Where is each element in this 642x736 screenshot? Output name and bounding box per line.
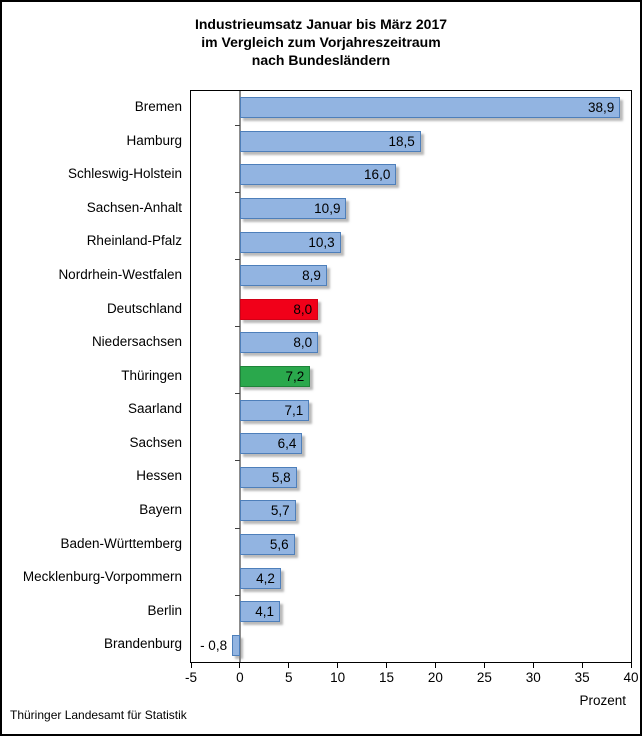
bar-schleswig-holstein [239, 164, 397, 186]
x-axis-tick [190, 663, 192, 668]
bar-value-label-hessen: 5,8 [271, 469, 291, 485]
chart-title-line-3: nach Bundesländern [251, 52, 391, 68]
category-axis-tick [234, 393, 240, 395]
x-axis-tick [532, 663, 534, 668]
category-label-niedersachsen: Niedersachsen [91, 334, 182, 350]
bar-value-label-sachsen-anhalt: 10,9 [314, 201, 341, 217]
category-axis-tick [234, 527, 240, 529]
bar-baden-wuerttemberg [239, 533, 295, 555]
category-label-bayern: Bayern [139, 502, 182, 518]
category-label-mecklenburg-vorpommern: Mecklenburg-Vorpommern [22, 569, 182, 585]
bar-value-label-deutschland: 8,0 [293, 301, 313, 317]
category-label-sachsen-anhalt: Sachsen-Anhalt [86, 199, 182, 215]
category-axis-tick [234, 326, 240, 328]
bar-mecklenburg-vorpommern [239, 567, 281, 589]
x-axis-tick-label-30: 30 [525, 670, 541, 685]
x-axis-tick-label-35: 35 [574, 670, 590, 685]
chart-title: Industrieumsatz Januar bis März 2017 im … [2, 15, 640, 69]
source-note: Thüringer Landesamt für Statistik [10, 708, 187, 722]
bar-value-label-brandenburg: - 0,8 [200, 637, 228, 653]
x-axis-tick [337, 663, 339, 668]
x-axis-tick [288, 663, 290, 668]
bar-value-label-thueringen: 7,2 [285, 369, 305, 384]
x-axis-tick [483, 663, 485, 668]
bar-value-label-baden-wuerttemberg: 5,6 [269, 536, 289, 552]
bar-value-label-schleswig-holstein: 16,0 [364, 167, 391, 183]
x-axis-tick-label-40: 40 [623, 670, 639, 685]
bar-value-label-nordrhein-westfalen: 8,9 [302, 268, 321, 284]
category-label-sachsen: Sachsen [129, 434, 182, 450]
category-axis-tick [234, 594, 240, 596]
bar-value-label-sachsen: 6,4 [277, 436, 297, 452]
bar-bayern [239, 500, 296, 522]
x-axis-tick-label-0: 0 [236, 670, 244, 685]
x-axis-tick [239, 663, 241, 668]
bar-value-label-mecklenburg-vorpommern: 4,2 [256, 570, 275, 586]
bar-berlin [239, 601, 280, 623]
category-label-baden-wuerttemberg: Baden-Württemberg [60, 535, 182, 551]
category-axis-tick [234, 258, 240, 260]
plot-area: 38,9 18,5 16,0 10,9 10,3 8,9 8,0 8,0 7,2 7,1 6,4 5,… [190, 90, 632, 668]
x-axis-tick [581, 663, 583, 668]
category-axis-tick [234, 124, 240, 126]
bar-value-label-rheinland-pfalz: 10,3 [308, 234, 335, 250]
bar-value-label-berlin: 4,1 [255, 604, 274, 620]
chart-title-line-1: Industrieumsatz Januar bis März 2017 [194, 16, 448, 32]
x-axis-tick-label-15: 15 [379, 670, 395, 685]
x-axis-tick-label--5: -5 [184, 670, 197, 685]
bar-brandenburg [232, 634, 240, 656]
x-axis-tick-label-5: 5 [285, 670, 293, 685]
bar-deutschland [239, 298, 319, 320]
x-axis-tick-label-20: 20 [427, 670, 443, 685]
x-axis-tick-label-25: 25 [476, 670, 492, 685]
category-label-hamburg: Hamburg [126, 132, 182, 148]
category-label-brandenburg: Brandenburg [103, 636, 182, 652]
bar-hessen [239, 466, 297, 488]
x-axis-unit-label: Prozent [579, 693, 626, 708]
bar-sachsen [239, 433, 303, 455]
chart-title-line-2: im Vergleich zum Vorjahreszeitraum [201, 34, 441, 50]
bar-value-label-bayern: 5,7 [270, 503, 290, 519]
category-label-bremen: Bremen [134, 99, 182, 114]
bar-bremen [239, 97, 621, 119]
bar-value-label-niedersachsen: 8,0 [293, 335, 313, 351]
category-label-deutschland: Deutschland [106, 300, 182, 316]
category-axis-tick [234, 191, 240, 193]
x-axis-tick-label-10: 10 [330, 670, 346, 685]
category-label-hessen: Hessen [136, 468, 182, 484]
category-label-nordrhein-westfalen: Nordrhein-Westfalen [58, 266, 182, 282]
bar-hamburg [239, 130, 421, 152]
x-axis-tick [630, 663, 632, 668]
category-axis-tick [234, 460, 240, 462]
category-label-rheinland-pfalz: Rheinland-Pfalz [86, 233, 182, 249]
bar-rheinland-pfalz [239, 231, 341, 253]
bar-sachsen-anhalt [239, 198, 347, 220]
x-axis-tick [434, 663, 436, 668]
category-label-schleswig-holstein: Schleswig-Holstein [67, 166, 182, 182]
category-label-thueringen: Thüringen [121, 367, 182, 383]
bar-saarland [239, 399, 310, 421]
category-label-saarland: Saarland [127, 401, 182, 417]
bar-value-label-hamburg: 18,5 [388, 133, 415, 149]
x-axis-tick [386, 663, 388, 668]
category-label-berlin: Berlin [147, 602, 182, 618]
bar-nordrhein-westfalen [239, 265, 327, 287]
bar-value-label-saarland: 7,1 [284, 402, 304, 418]
bar-niedersachsen [239, 332, 319, 354]
bar-thueringen [239, 366, 311, 387]
bar-value-label-bremen: 38,9 [587, 100, 615, 116]
